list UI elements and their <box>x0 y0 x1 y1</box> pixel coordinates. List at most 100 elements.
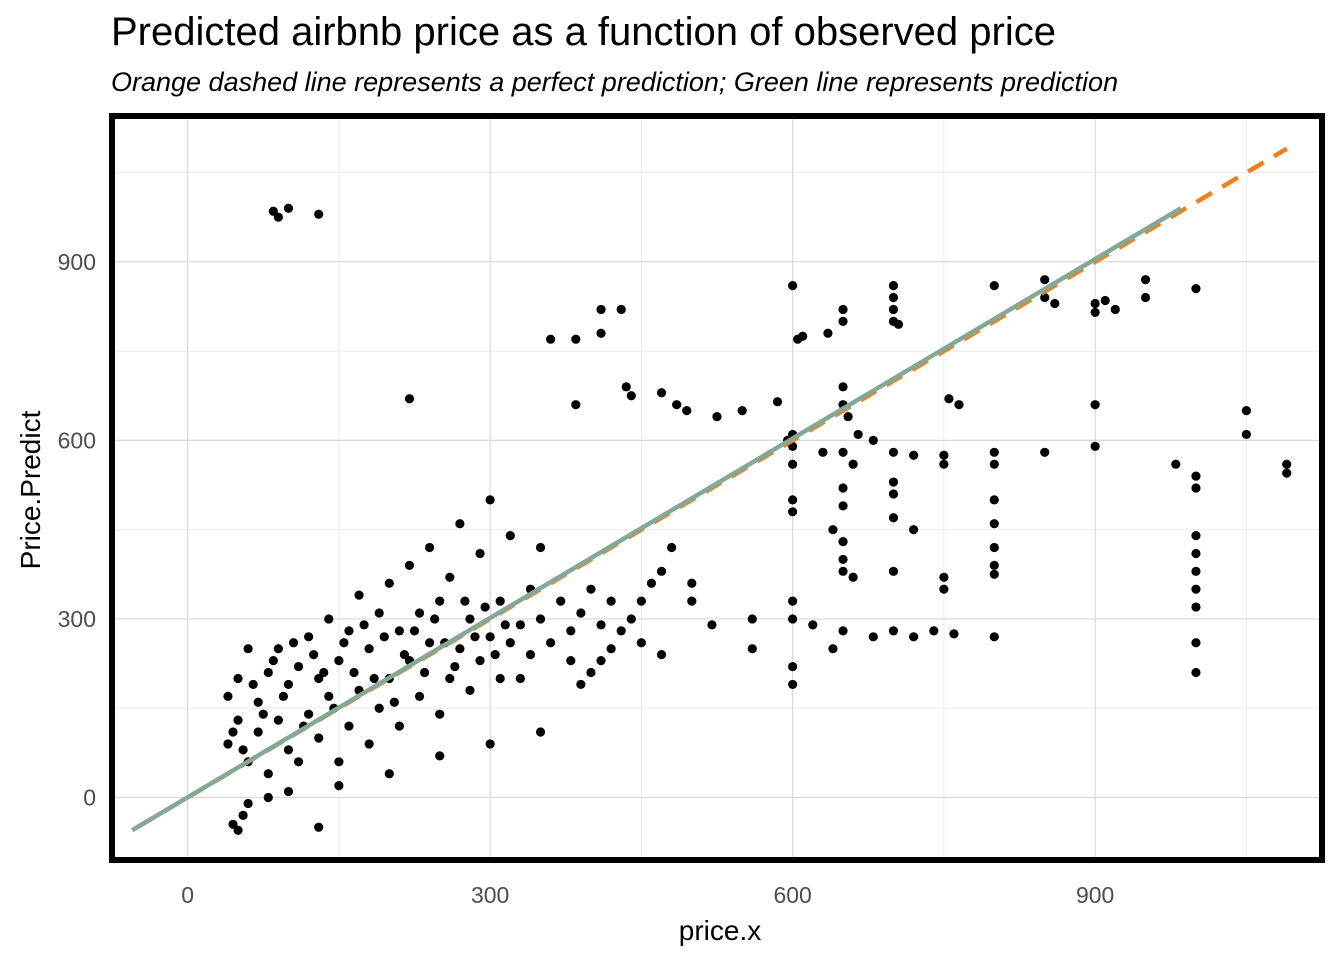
data-point <box>989 447 999 457</box>
reference-lines <box>131 146 1288 833</box>
data-point <box>258 709 268 719</box>
data-point <box>788 495 798 505</box>
data-point <box>788 596 798 606</box>
data-point <box>788 459 798 469</box>
data-point <box>409 626 420 636</box>
data-point <box>1191 531 1201 541</box>
data-point <box>1110 304 1120 315</box>
data-point <box>1040 275 1050 285</box>
data-point <box>571 400 581 410</box>
data-point <box>556 596 566 606</box>
data-point <box>268 656 278 666</box>
data-point <box>283 786 294 797</box>
data-point <box>293 757 304 767</box>
data-point <box>354 590 364 600</box>
data-point <box>939 584 949 594</box>
data-point <box>939 450 949 460</box>
data-point <box>606 596 616 606</box>
data-point <box>238 810 248 820</box>
data-point <box>1050 298 1060 309</box>
data-point <box>687 596 697 606</box>
data-point <box>1241 406 1251 416</box>
data-point <box>1171 459 1181 469</box>
data-point <box>747 614 757 624</box>
data-point <box>949 629 959 639</box>
data-point <box>384 769 394 779</box>
data-point <box>838 382 848 392</box>
data-point <box>909 450 919 460</box>
data-point <box>888 477 899 487</box>
data-point <box>1140 292 1151 303</box>
data-point <box>309 650 319 660</box>
data-point <box>273 715 283 725</box>
data-point <box>848 572 858 582</box>
data-point <box>425 542 435 553</box>
data-point <box>369 673 379 684</box>
data-point <box>314 822 324 832</box>
data-point <box>455 519 465 529</box>
data-point <box>888 292 899 303</box>
data-point <box>888 281 899 291</box>
data-point <box>868 632 878 642</box>
data-point <box>1191 483 1201 493</box>
data-point <box>546 334 556 344</box>
data-point <box>646 578 657 588</box>
x-tick-label: 600 <box>773 882 811 908</box>
data-point <box>571 334 581 344</box>
data-point <box>435 751 445 761</box>
data-point <box>939 572 949 582</box>
data-point <box>747 644 757 654</box>
data-point <box>445 572 455 582</box>
data-point <box>1191 584 1201 594</box>
data-point <box>384 578 394 588</box>
data-point <box>248 679 258 690</box>
data-point <box>788 661 798 672</box>
plot-frame <box>109 113 1325 863</box>
data-point <box>304 709 314 719</box>
data-point <box>838 316 848 326</box>
data-point <box>989 560 999 570</box>
data-point <box>989 542 999 553</box>
data-point <box>314 733 324 743</box>
data-point <box>389 697 399 707</box>
data-point <box>808 620 818 630</box>
data-point <box>314 209 324 219</box>
data-point <box>505 638 515 648</box>
data-point <box>1282 459 1292 469</box>
data-point <box>707 620 717 630</box>
data-point <box>399 650 410 660</box>
data-point <box>586 667 596 678</box>
data-point <box>394 626 404 636</box>
data-point <box>868 435 878 445</box>
data-point <box>636 638 646 648</box>
data-point <box>606 644 616 654</box>
data-point <box>450 661 460 672</box>
data-point <box>283 203 294 213</box>
data-point <box>293 661 304 672</box>
data-point <box>1191 667 1201 678</box>
data-point <box>636 596 646 606</box>
data-point <box>798 331 808 341</box>
data-point <box>480 602 490 612</box>
data-point <box>909 525 919 535</box>
data-point <box>334 656 344 666</box>
data-point <box>788 679 798 690</box>
data-point <box>737 406 747 416</box>
data-point <box>238 745 248 755</box>
data-point <box>525 650 536 660</box>
data-point <box>888 626 899 636</box>
data-point <box>843 411 853 422</box>
data-point <box>1040 292 1050 303</box>
data-point <box>374 703 384 713</box>
data-point <box>626 614 636 624</box>
data-point <box>344 721 354 731</box>
data-point <box>596 304 606 315</box>
data-point <box>788 281 798 291</box>
data-point <box>414 608 425 618</box>
data-point <box>888 489 899 499</box>
data-point <box>404 394 415 404</box>
data-point <box>1191 284 1201 294</box>
data-point <box>339 638 349 648</box>
data-point <box>475 548 485 559</box>
data-point <box>939 459 949 469</box>
